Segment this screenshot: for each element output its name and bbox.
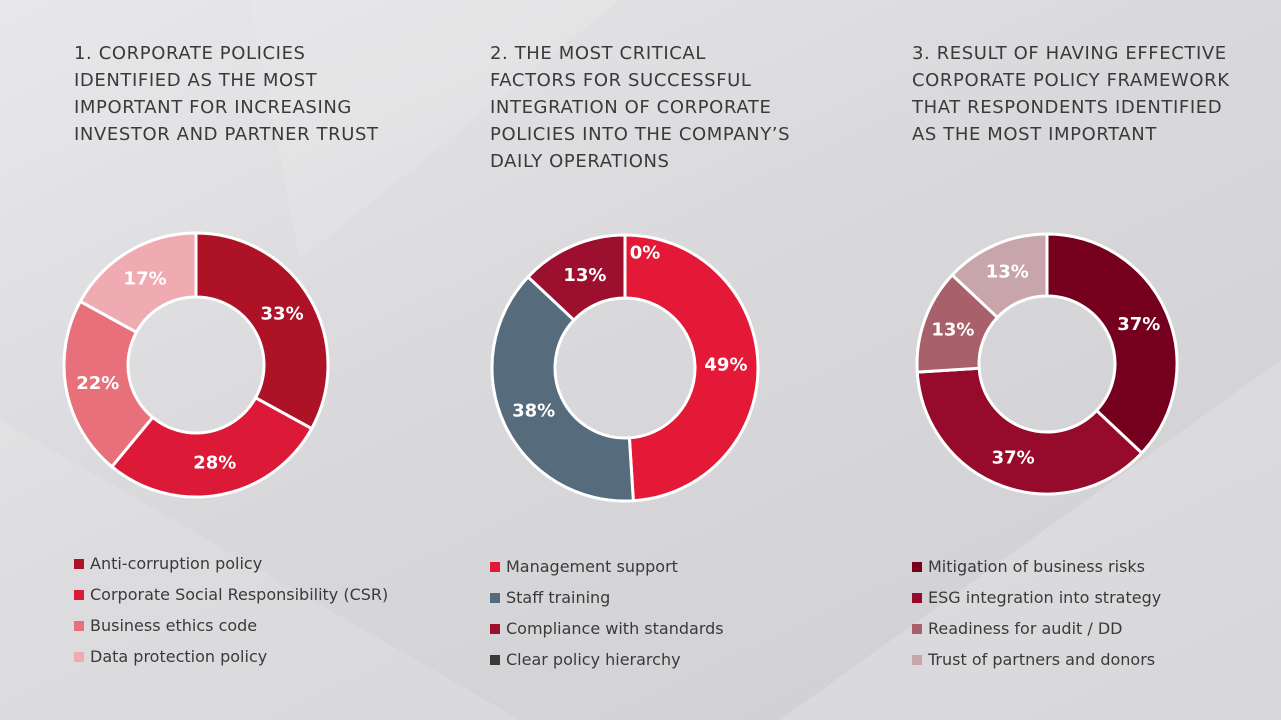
slice-label: 37% bbox=[1117, 314, 1160, 335]
legend-item: Trust of partners and donors bbox=[912, 644, 1161, 675]
chart-title-1-line: IMPORTANT FOR INCREASING bbox=[74, 97, 352, 118]
chart-title-2-line: 2. THE MOST CRITICAL bbox=[490, 43, 706, 64]
chart-panel-1: 1. CORPORATE POLICIES IDENTIFIED AS THE … bbox=[0, 0, 420, 720]
legend-item: Mitigation of business risks bbox=[912, 551, 1161, 582]
legend-item: Anti-corruption policy bbox=[74, 548, 388, 579]
slice-label: 37% bbox=[992, 448, 1035, 469]
legend-label: Readiness for audit / DD bbox=[928, 619, 1123, 638]
legend-item: Staff training bbox=[490, 582, 724, 613]
legend-item: Clear policy hierarchy bbox=[490, 644, 724, 675]
chart-title-3: 3. RESULT OF HAVING EFFECTIVE CORPORATE … bbox=[912, 40, 1230, 148]
legend-swatch bbox=[74, 558, 84, 569]
donut-slice bbox=[1045, 232, 1179, 455]
legend-label: Clear policy hierarchy bbox=[506, 650, 681, 669]
legend-label: Staff training bbox=[506, 588, 611, 607]
legend-swatch bbox=[912, 592, 922, 603]
donut-slice bbox=[526, 233, 627, 322]
slice-label: 49% bbox=[704, 354, 747, 375]
legend-swatch bbox=[912, 654, 922, 665]
chart-panel-2: 2. THE MOST CRITICAL FACTORS FOR SUCCESS… bbox=[420, 0, 860, 720]
legend-item: ESG integration into strategy bbox=[912, 582, 1161, 613]
legend-label: Anti-corruption policy bbox=[90, 554, 263, 573]
chart-title-1-line: INVESTOR AND PARTNER TRUST bbox=[74, 124, 379, 145]
slice-label: 13% bbox=[563, 265, 606, 286]
chart-title-1-line: IDENTIFIED AS THE MOST bbox=[74, 70, 318, 91]
chart-title-2: 2. THE MOST CRITICAL FACTORS FOR SUCCESS… bbox=[490, 40, 790, 175]
slice-label: 17% bbox=[124, 268, 167, 289]
legend-label: Management support bbox=[506, 557, 678, 576]
legend-label: Mitigation of business risks bbox=[928, 557, 1145, 576]
legend-3: Mitigation of business risks ESG integra… bbox=[912, 551, 1161, 675]
legend-label: Data protection policy bbox=[90, 647, 268, 666]
chart-title-3-line: AS THE MOST IMPORTANT bbox=[912, 124, 1157, 145]
legend-swatch bbox=[74, 651, 84, 662]
donut-slice bbox=[623, 233, 760, 503]
legend-swatch bbox=[490, 592, 500, 603]
chart-title-3-line: THAT RESPONDENTS IDENTIFIED bbox=[912, 97, 1223, 118]
legend-swatch bbox=[490, 623, 500, 634]
chart-panel-3: 3. RESULT OF HAVING EFFECTIVE CORPORATE … bbox=[860, 0, 1281, 720]
donut-slice bbox=[950, 232, 1049, 319]
legend-swatch bbox=[490, 561, 500, 572]
legend-swatch bbox=[74, 620, 84, 631]
legend-2: Management support Staff training Compli… bbox=[490, 551, 724, 675]
legend-item: Business ethics code bbox=[74, 610, 388, 641]
legend-swatch bbox=[74, 589, 84, 600]
legend-label: ESG integration into strategy bbox=[928, 588, 1162, 607]
slice-label: 13% bbox=[986, 262, 1029, 283]
donut-slice bbox=[78, 231, 198, 334]
donut-slice bbox=[194, 231, 330, 431]
slice-label: 13% bbox=[931, 320, 974, 341]
legend-item: Readiness for audit / DD bbox=[912, 613, 1161, 644]
slice-label: 0% bbox=[630, 243, 661, 264]
chart-title-3-line: CORPORATE POLICY FRAMEWORK bbox=[912, 70, 1230, 91]
legend-swatch bbox=[912, 561, 922, 572]
legend-swatch bbox=[490, 654, 500, 665]
donut-slice bbox=[915, 366, 1144, 496]
donut-chart-3: 37% 37% 13% 13% bbox=[915, 232, 1179, 496]
donut-chart-1: 33% 28% 22% 17% bbox=[62, 231, 330, 499]
donut-chart-2: 49% 38% 13% 0% bbox=[490, 233, 760, 503]
chart-title-3-line: 3. RESULT OF HAVING EFFECTIVE bbox=[912, 43, 1227, 64]
slice-label: 38% bbox=[512, 401, 555, 422]
legend-swatch bbox=[912, 623, 922, 634]
donut-slice bbox=[490, 275, 635, 503]
legend-1: Anti-corruption policy Corporate Social … bbox=[74, 548, 388, 672]
donut-slice bbox=[62, 299, 155, 469]
legend-label: Corporate Social Responsibility (CSR) bbox=[90, 585, 389, 604]
chart-title-1: 1. CORPORATE POLICIES IDENTIFIED AS THE … bbox=[74, 40, 379, 148]
legend-label: Business ethics code bbox=[90, 616, 258, 635]
donut-slice bbox=[110, 396, 314, 499]
chart-title-2-line: INTEGRATION OF CORPORATE bbox=[490, 97, 772, 118]
slice-label: 33% bbox=[261, 304, 304, 325]
legend-label: Trust of partners and donors bbox=[928, 650, 1156, 669]
legend-label: Compliance with standards bbox=[506, 619, 724, 638]
chart-title-2-line: FACTORS FOR SUCCESSFUL bbox=[490, 70, 752, 91]
legend-item: Management support bbox=[490, 551, 724, 582]
legend-item: Compliance with standards bbox=[490, 613, 724, 644]
legend-item: Data protection policy bbox=[74, 641, 388, 672]
slice-label: 28% bbox=[193, 453, 236, 474]
legend-item: Corporate Social Responsibility (CSR) bbox=[74, 579, 388, 610]
slice-label: 22% bbox=[76, 373, 119, 394]
chart-title-1-line: 1. CORPORATE POLICIES bbox=[74, 43, 306, 64]
chart-title-2-line: DAILY OPERATIONS bbox=[490, 151, 670, 172]
chart-title-2-line: POLICIES INTO THE COMPANY’S bbox=[490, 124, 791, 145]
